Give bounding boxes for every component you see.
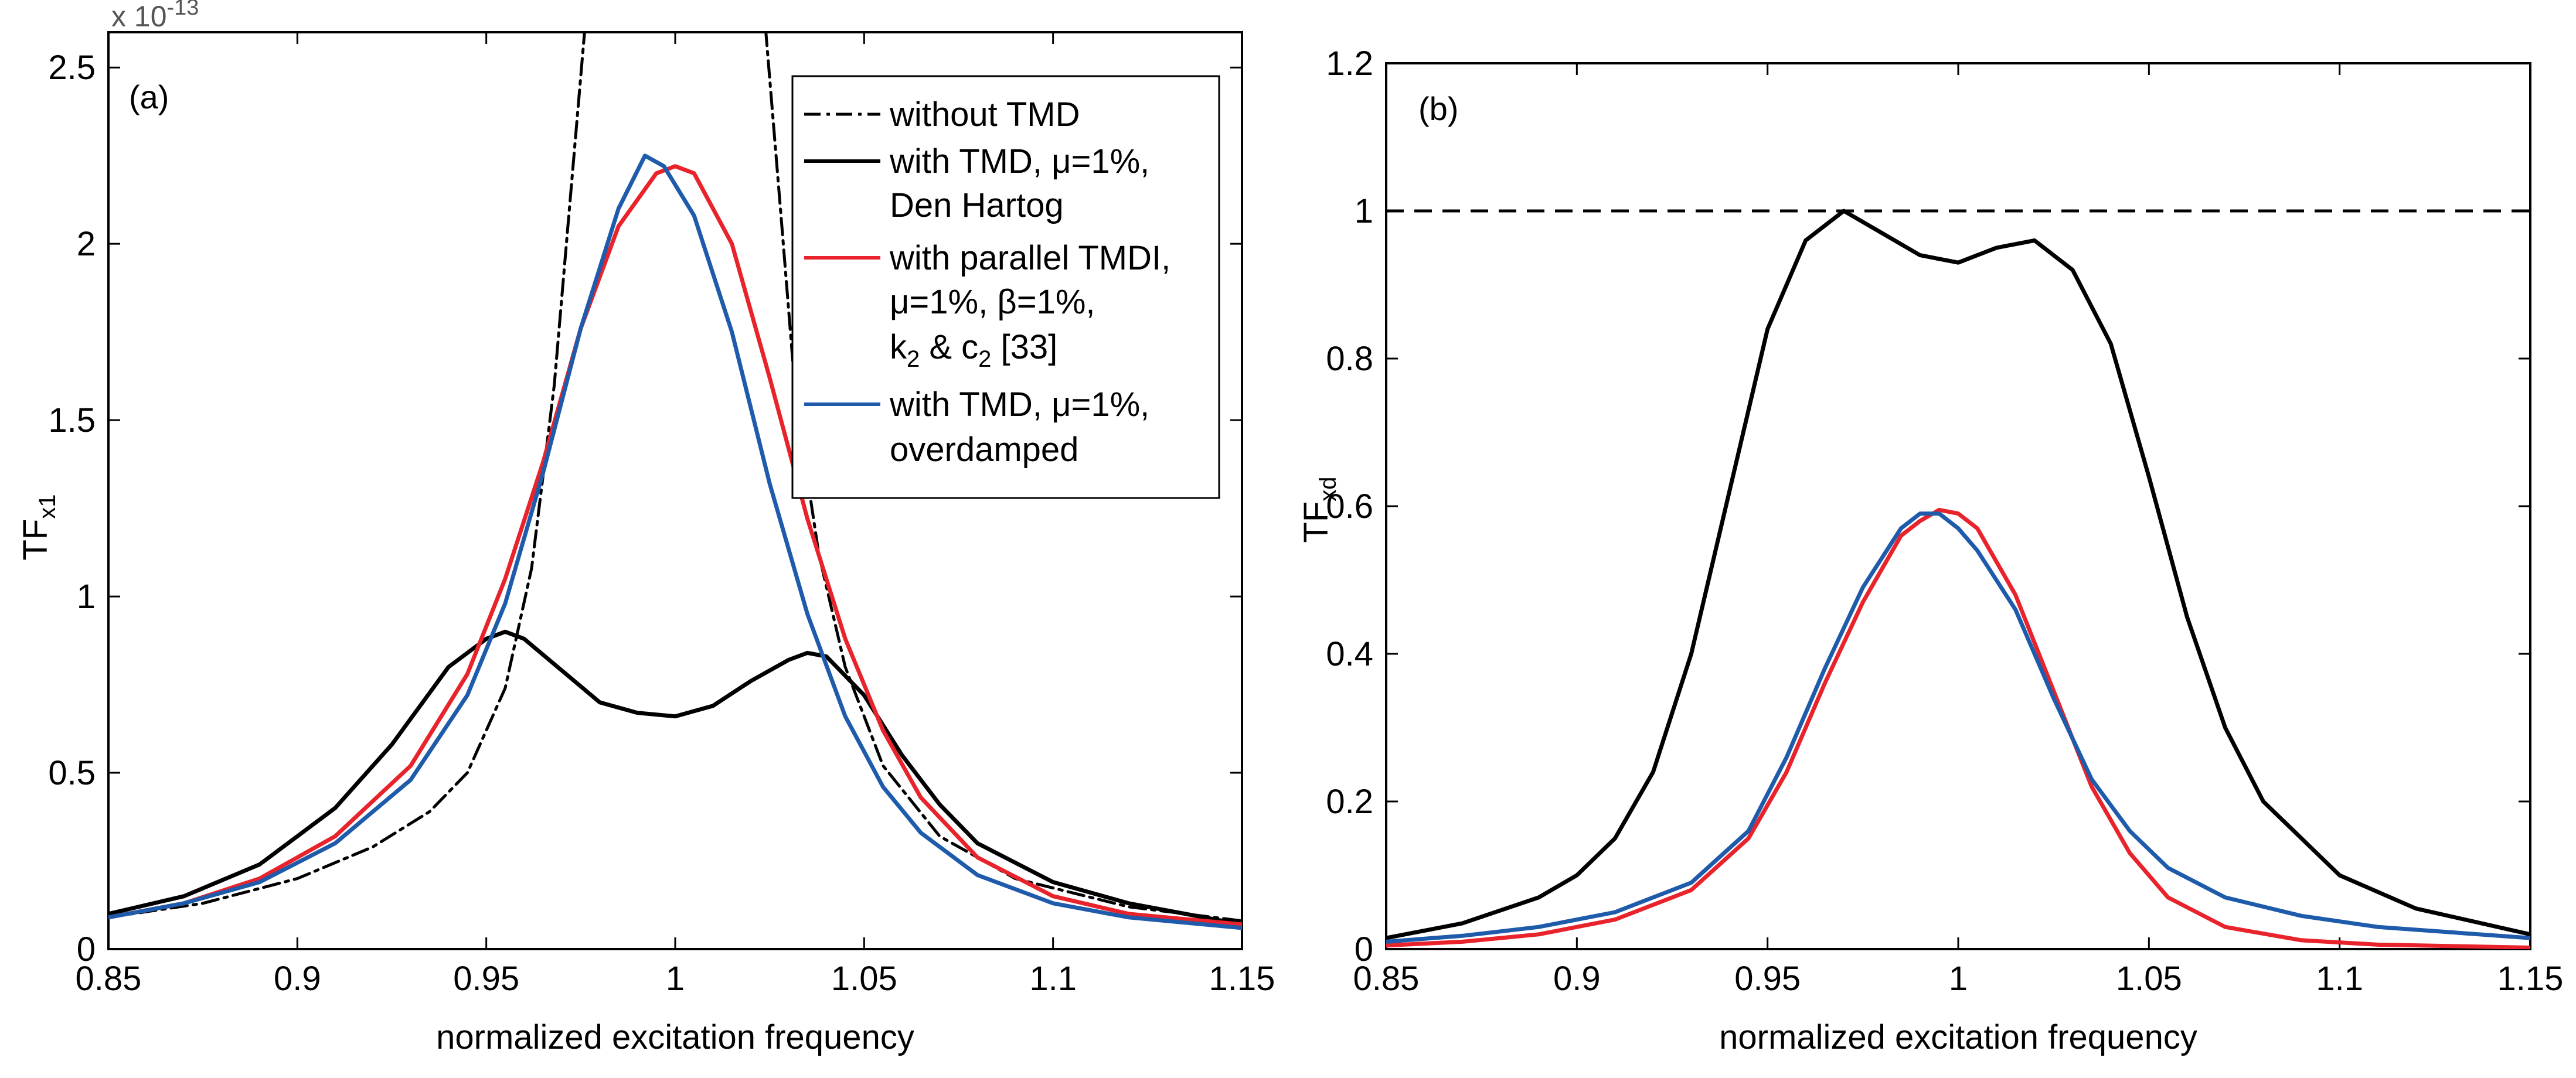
panel-a-axes: 0.85 0.9 0.95 1 1.05 1.1 1.15 0 0.5 1 1.5 2 2.5 — [48, 32, 1275, 998]
panel-a-y-axis-label-main: TF — [16, 519, 55, 561]
panel-a-x-tick-label: 1.05 — [831, 960, 897, 998]
panel-b-label: (b) — [1418, 90, 1458, 127]
panel-a-y-tick-label: 2.5 — [48, 49, 96, 87]
panel-a-x-tick-label: 1.1 — [1029, 960, 1077, 998]
panel-a-series-with-parallel-tmdi-1-1-k2-c2-33 — [108, 164, 1242, 927]
panel-b-series — [1386, 209, 2530, 949]
panel-b-axes: 0.85 0.9 0.95 1 1.05 1.1 1.15 0 0.2 0.4 0.6 0.8 1 1.2 — [1326, 45, 2563, 998]
panel-b-y-tick-label: 1.2 — [1326, 45, 1373, 83]
legend-entry-without-tmd: without TMD — [889, 95, 1080, 134]
legend-entry-parallel-tmdi-line2: μ=1%, β=1%, — [890, 283, 1095, 321]
panel-a-label: (a) — [129, 79, 169, 115]
panel-a-multiplier-base: x 10 — [111, 0, 167, 33]
panel-b-x-tick-label: 1 — [1949, 960, 1968, 998]
panel-b: 0.85 0.9 0.95 1 1.05 1.1 1.15 0 0.2 0.4 0.6 0.8 1 1.2… — [1297, 45, 2563, 1056]
panel-a-y-tick-label: 1.5 — [48, 401, 96, 439]
panel-b-y-axis-label-sub: xd — [1315, 476, 1341, 501]
panel-b-y-tick-label: 0.8 — [1326, 340, 1373, 378]
panel-a-series — [108, 32, 1242, 930]
panel-a-x-tick-label: 1 — [666, 960, 685, 998]
panel-b-y-tick-label: 1 — [1355, 192, 1373, 230]
panel-b-x-axis-label: normalized excitation frequency — [1719, 1018, 2197, 1056]
panel-b-x-tick-label: 0.85 — [1353, 960, 1420, 998]
panel-a-series-with-tmd-1-overdamped — [108, 153, 1242, 930]
panel-b-y-axis-label-main: TF — [1297, 502, 1335, 543]
panel-a-y-axis-label-sub: x1 — [35, 494, 60, 518]
panel-b-series-with-tmd-1-den-hartog — [1386, 209, 2530, 940]
panel-b-y-tick-label: 0.6 — [1326, 487, 1373, 526]
panel-b-plot-frame — [1385, 62, 2531, 950]
legend-entry-den-hartog-line2: Den Hartog — [890, 186, 1064, 224]
panel-b-x-tick-label: 1.05 — [2116, 960, 2182, 998]
legend-entry-parallel-tmdi-line1: with parallel TMDI, — [889, 239, 1170, 277]
panel-a-y-tick-label: 1 — [77, 578, 96, 616]
panel-a-multiplier-exponent: -13 — [167, 0, 199, 20]
panel-a-x-tick-label: 0.95 — [453, 960, 519, 998]
panel-b-y-axis-label: TFxd — [1297, 476, 1341, 543]
panel-b-series-with-parallel-tmdi-1-1-k2-c2-33 — [1386, 507, 2530, 949]
panel-a-legend: without TMD with TMD, μ=1%, Den Hartog w… — [791, 75, 1220, 499]
panel-a-multiplier: x 10-13 — [111, 0, 199, 33]
panel-b-x-tick-label: 0.9 — [1553, 960, 1601, 998]
panel-b-x-tick-label: 0.95 — [1734, 960, 1801, 998]
legend-entry-overdamped-line2: overdamped — [890, 431, 1078, 469]
legend-entry-parallel-tmdi-line3: k2 & c2 [33] — [890, 328, 1057, 372]
panel-a-series-without-tmd — [108, 32, 1242, 923]
panel-b-y-tick-label: 0 — [1355, 930, 1373, 968]
legend-entry-overdamped-line1: with TMD, μ=1%, — [889, 386, 1149, 424]
panel-b-x-tick-label: 1.1 — [2316, 960, 2363, 998]
panel-b-x-tick-label: 1.15 — [2497, 960, 2564, 998]
panel-b-series-with-tmd-1-overdamped — [1386, 511, 2530, 944]
legend-entry-den-hartog-line1: with TMD, μ=1%, — [889, 142, 1149, 180]
panel-a-x-axis-label: normalized excitation frequency — [436, 1018, 914, 1056]
panel-a-x-tick-label: 1.15 — [1209, 960, 1275, 998]
panel-a-y-tick-label: 0.5 — [48, 754, 96, 792]
panel-a-y-tick-label: 0 — [77, 930, 96, 968]
panel-a-series-with-tmd-1-den-hartog — [108, 629, 1242, 927]
panel-b-y-tick-label: 0.4 — [1326, 635, 1373, 673]
panel-a-y-axis-label: TFx1 — [16, 494, 60, 560]
panel-b-y-tick-label: 0.2 — [1326, 783, 1373, 821]
legend-box — [791, 75, 1220, 499]
panel-a-y-tick-label: 2 — [77, 225, 96, 263]
panel-a-x-tick-label: 0.85 — [76, 960, 142, 998]
panel-a-x-tick-label: 0.9 — [274, 960, 321, 998]
